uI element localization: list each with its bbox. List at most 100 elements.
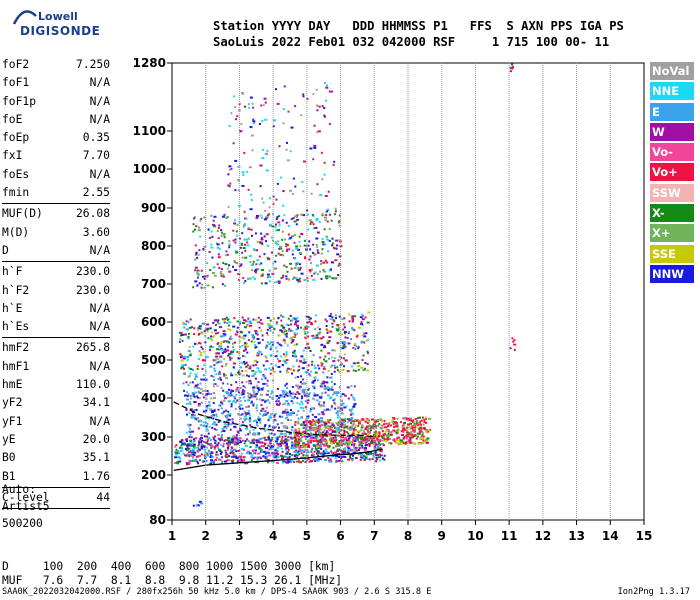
echo-point: [198, 341, 201, 344]
echo-point: [218, 348, 221, 351]
echo-point: [379, 427, 383, 430]
echo-point: [319, 270, 321, 273]
echo-point: [420, 435, 423, 438]
echo-point: [361, 424, 364, 427]
echo-point: [342, 323, 345, 326]
echo-point: [178, 456, 181, 459]
echo-point: [351, 315, 355, 318]
echo-point: [260, 238, 264, 241]
echo-point: [302, 214, 306, 217]
echo-point: [194, 266, 198, 269]
echo-point: [339, 433, 342, 436]
echo-point: [213, 379, 215, 382]
echo-point: [348, 330, 351, 333]
echo-point: [313, 336, 317, 339]
echo-point: [328, 228, 331, 230]
echo-point: [338, 459, 342, 462]
echo-point: [364, 362, 367, 364]
echo-point: [272, 239, 275, 242]
echo-point: [256, 398, 258, 401]
legend-item: W: [650, 122, 694, 141]
echo-point: [281, 430, 285, 432]
echo-point: [323, 216, 327, 219]
echo-point: [272, 341, 275, 344]
echo-point: [180, 367, 183, 370]
echo-point: [216, 453, 219, 456]
echo-point: [368, 458, 371, 461]
echo-point: [325, 277, 329, 280]
echo-point: [196, 395, 198, 398]
echo-point: [260, 445, 263, 448]
echo-point: [317, 422, 320, 424]
echo-point: [189, 403, 192, 405]
echo-point: [306, 209, 309, 212]
echo-point: [209, 452, 212, 455]
echo-point: [275, 198, 278, 201]
echo-point: [321, 362, 324, 365]
echo-point: [419, 420, 422, 423]
echo-point: [200, 502, 204, 505]
echo-point: [269, 442, 272, 445]
echo-point: [245, 452, 248, 455]
echo-point: [418, 428, 421, 431]
echo-point: [320, 262, 322, 265]
echo-point: [303, 330, 306, 333]
echo-point: [217, 447, 220, 450]
echo-point: [322, 403, 325, 406]
param-name: foE: [2, 112, 23, 126]
echo-point: [385, 426, 388, 429]
echo-point: [366, 458, 369, 461]
echo-point: [212, 401, 215, 404]
echo-point: [226, 382, 229, 385]
echo-point: [342, 342, 344, 345]
echo-point: [279, 440, 283, 443]
echo-point: [331, 316, 334, 319]
echo-point: [264, 153, 267, 156]
echo-point: [220, 444, 223, 447]
echo-point: [248, 320, 252, 323]
echo-point: [213, 274, 217, 277]
echo-point: [264, 282, 268, 285]
echo-point: [184, 363, 187, 366]
echo-point: [235, 230, 238, 233]
echo-point: [343, 426, 346, 429]
echo-point: [224, 263, 228, 266]
echo-point: [247, 339, 250, 342]
echo-point: [306, 429, 310, 432]
echo-point: [332, 424, 335, 427]
echo-point: [224, 449, 227, 452]
echo-point: [209, 439, 212, 442]
echo-point: [197, 390, 200, 393]
echo-point: [421, 442, 425, 444]
echo-point: [324, 355, 327, 358]
echo-point: [193, 409, 197, 412]
echo-point: [233, 362, 236, 365]
echo-point: [330, 376, 333, 379]
echo-point: [361, 359, 364, 362]
echo-point: [328, 434, 331, 437]
echo-point: [193, 414, 196, 417]
echo-point: [417, 426, 420, 429]
echo-point: [316, 443, 319, 446]
echo-point: [257, 369, 260, 372]
echo-point: [221, 456, 224, 459]
echo-point: [206, 262, 209, 264]
echo-point: [228, 413, 232, 416]
echo-point: [343, 341, 347, 344]
echo-point: [243, 151, 246, 154]
echo-point: [296, 460, 300, 463]
echo-point: [300, 416, 303, 419]
echo-point: [294, 436, 297, 439]
echo-point: [353, 437, 356, 440]
echo-point: [375, 435, 378, 438]
echo-point: [272, 125, 275, 128]
echo-point: [264, 399, 267, 402]
echo-point: [276, 461, 279, 464]
echo-point: [248, 396, 252, 399]
echo-point: [331, 325, 334, 328]
echo-point: [295, 443, 299, 446]
echo-point: [309, 219, 312, 222]
echo-point: [365, 443, 368, 446]
echo-point: [312, 278, 316, 281]
echo-point: [189, 372, 192, 375]
